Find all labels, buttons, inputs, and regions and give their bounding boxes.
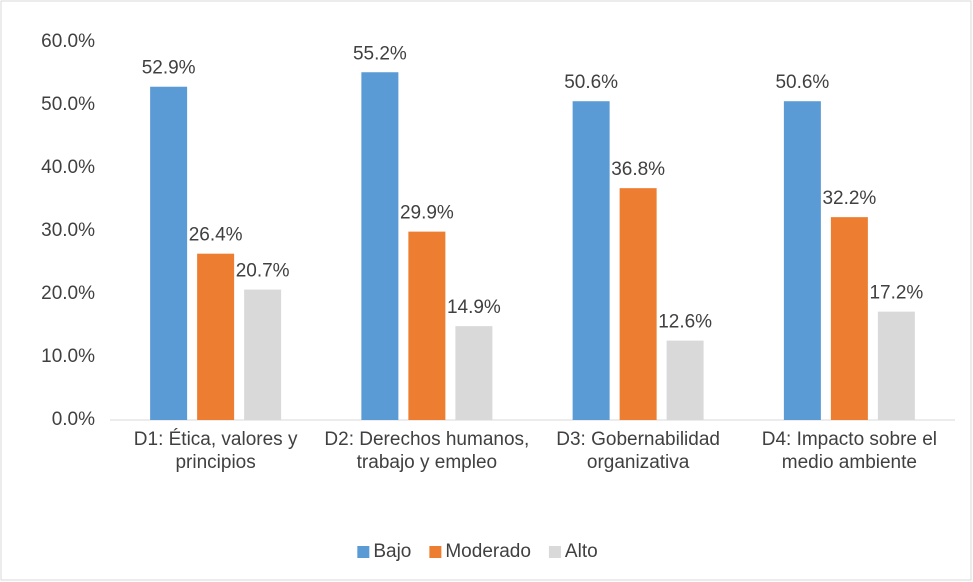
y-tick-label: 50.0% <box>41 94 95 115</box>
bar <box>455 326 493 420</box>
legend-label: Moderado <box>445 541 531 562</box>
data-label: 12.6% <box>658 312 712 333</box>
legend-label: Bajo <box>373 541 411 562</box>
bar <box>244 289 282 420</box>
x-tick-label: D2: Derechos humanos, trabajo y empleo <box>324 429 530 473</box>
x-tick-label: D4: Impacto sobre el medio ambiente <box>761 429 938 473</box>
bar <box>361 72 399 421</box>
data-label: 36.8% <box>611 159 665 180</box>
bar <box>572 101 610 420</box>
data-label: 29.9% <box>400 203 454 224</box>
bar <box>666 340 704 420</box>
y-tick-label: 30.0% <box>41 220 95 241</box>
data-label: 32.2% <box>822 188 876 209</box>
bar <box>197 253 235 420</box>
bar <box>783 101 821 420</box>
y-tick-label: 10.0% <box>41 346 95 367</box>
bar <box>150 86 188 420</box>
data-label: 50.6% <box>775 72 829 93</box>
x-tick-label-box: D3: Gobernabilidad organizativa <box>556 429 720 473</box>
x-tick-label: D3: Gobernabilidad organizativa <box>556 429 720 473</box>
y-tick-label: 40.0% <box>41 157 95 178</box>
bar <box>830 217 868 420</box>
x-tick-label-box: D1: Ética, valores y principios <box>133 429 298 473</box>
legend-label: Alto <box>565 541 598 562</box>
bar <box>877 311 915 420</box>
data-label: 26.4% <box>189 225 243 246</box>
data-label: 17.2% <box>869 283 923 304</box>
x-tick-label-box: D4: Impacto sobre el medio ambiente <box>761 429 938 473</box>
legend-swatch <box>548 546 561 558</box>
y-tick-label: 0.0% <box>52 409 95 430</box>
data-label: 55.2% <box>353 43 407 64</box>
data-label: 20.7% <box>236 261 290 282</box>
y-tick-label: 60.0% <box>41 31 95 52</box>
x-tick-label: D1: Ética, valores y principios <box>133 429 298 473</box>
bar <box>408 231 446 420</box>
x-tick-label-box: D2: Derechos humanos, trabajo y empleo <box>324 429 530 473</box>
y-tick-label: 20.0% <box>41 283 95 304</box>
legend-swatch <box>357 546 370 558</box>
legend-swatch <box>429 546 442 558</box>
data-label: 14.9% <box>447 297 501 318</box>
data-label: 52.9% <box>142 58 196 79</box>
bar <box>619 188 657 420</box>
data-label: 50.6% <box>564 72 618 93</box>
